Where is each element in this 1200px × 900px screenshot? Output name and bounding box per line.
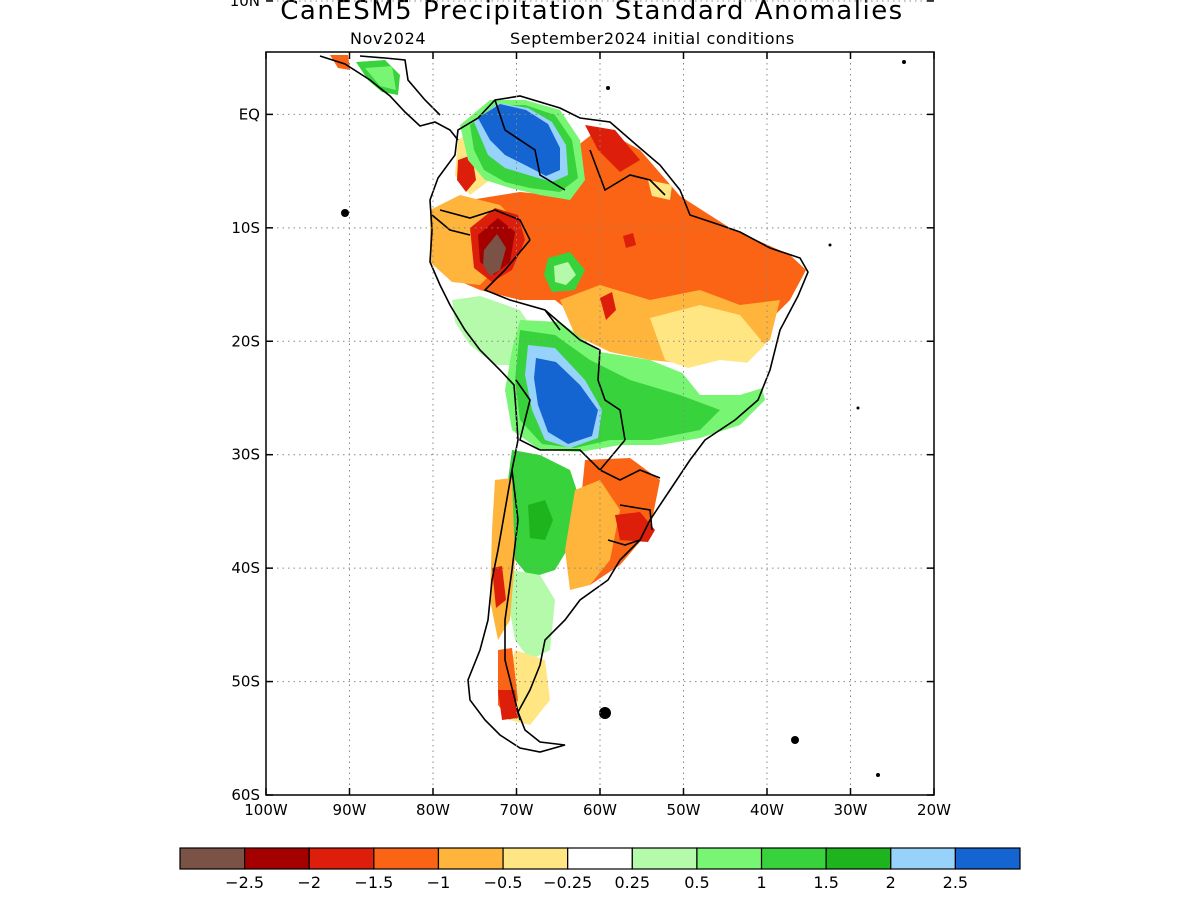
- colorbar-label: −1.5: [354, 873, 393, 892]
- border-bolivia-chile: [515, 379, 541, 451]
- lon-tick-label: 60W: [583, 801, 617, 819]
- galapagos-islands: [341, 209, 349, 217]
- forecast-month: Nov2024: [350, 29, 427, 48]
- colorbar-label: 2.5: [943, 873, 968, 892]
- south-america-coastline: [429, 95, 809, 753]
- border-brazil-bolivia: [544, 309, 626, 441]
- anomaly-darkgreen-argentina: [528, 500, 553, 540]
- anomaly-red-chile: [492, 566, 506, 608]
- anomaly-white-east: [680, 360, 772, 395]
- lon-tick-label: 30W: [834, 801, 868, 819]
- anomaly-field: [330, 55, 806, 725]
- colorbar-label: 1: [756, 873, 766, 892]
- border-colombia-peru: [439, 209, 531, 241]
- colorbar-swatch: [244, 847, 310, 870]
- lon-tick-label: 50W: [667, 801, 701, 819]
- anomaly-lightgreen-patagonia: [508, 570, 555, 660]
- colorbar-swatch: [760, 847, 827, 870]
- anomaly-red-colombia: [457, 155, 476, 192]
- colorbar-swatch: [825, 847, 892, 870]
- border-guianas: [589, 149, 666, 196]
- border-argentina-chile: [504, 469, 521, 721]
- border-uruguay: [619, 504, 653, 531]
- coastlines: [319, 55, 809, 753]
- lat-tick-label: 60S: [231, 786, 260, 804]
- lat-tick-label: 40S: [231, 559, 260, 577]
- colorbar-swatch: [890, 847, 956, 870]
- atlantic-islet: [902, 60, 906, 64]
- lon-tick-label: 80W: [416, 801, 450, 819]
- trindade-island: [856, 406, 860, 410]
- anomaly-red-amazon2: [623, 233, 636, 248]
- islands: [341, 60, 906, 777]
- anomaly-orange-north: [432, 128, 806, 345]
- lat-tick-label: 30S: [231, 446, 260, 464]
- colorbar-label: −0.25: [543, 873, 592, 892]
- anomaly-red-uruguay: [615, 512, 655, 542]
- anomaly-lightgreen-centralamerica: [365, 66, 396, 90]
- lon-tick-label: 70W: [500, 801, 534, 819]
- lon-tick-label: 90W: [333, 801, 367, 819]
- colorbar-label: 1.5: [813, 873, 838, 892]
- lon-tick-label: 40W: [750, 801, 784, 819]
- central-america-north-coast: [359, 55, 441, 116]
- colorbar-swatch: [954, 847, 1021, 870]
- colorbar-label: −2.5: [225, 873, 264, 892]
- colorbar-label: 2: [886, 873, 896, 892]
- colorbar-swatch: [567, 847, 633, 870]
- colorbar-swatch: [696, 847, 763, 870]
- border-ecuador: [431, 214, 471, 236]
- colorbar-label: −1: [427, 873, 451, 892]
- fernando-de-noronha: [828, 243, 832, 247]
- colorbar-swatch: [179, 847, 246, 870]
- colorbar-swatch: [502, 847, 569, 870]
- anomaly-red-patagonia: [498, 690, 518, 720]
- colorbar: −2.5 −2 −1.5 −1 −0.5 −0.25 0.25 0.5 1 1.5 2 2.5: [179, 847, 1021, 892]
- border-peru-brazil: [483, 239, 561, 331]
- anomaly-lightorange-uruguay: [565, 480, 620, 590]
- lon-tick-label: 100W: [244, 801, 288, 819]
- grid-lines: [266, 0, 934, 795]
- central-america-coastline: [319, 55, 459, 141]
- anomaly-red-amazon: [600, 292, 616, 320]
- initial-conditions: September2024 initial conditions: [510, 29, 795, 48]
- anomaly-yellow-east: [650, 305, 765, 372]
- colorbar-swatch: [373, 847, 440, 870]
- colorbar-swatch: [631, 847, 698, 870]
- colorbar-label: −0.5: [484, 873, 523, 892]
- border-argentina-brazil: [599, 469, 661, 481]
- border-colombia-venezuela: [494, 99, 566, 191]
- anomaly-red-venezuela: [585, 125, 640, 172]
- colorbar-label: 0.5: [684, 873, 709, 892]
- lat-tick-label: 10S: [231, 219, 260, 237]
- lat-tick-label: 50S: [231, 673, 260, 691]
- map-title: CanESM5 Precipitation Standard Anomalies: [280, 0, 904, 26]
- south-sandwich-islands: [876, 773, 880, 777]
- colorbar-label: 0.25: [614, 873, 650, 892]
- anomaly-blue-bolivia: [534, 358, 598, 444]
- colorbar-label: −2: [297, 873, 321, 892]
- colorbar-swatch: [308, 847, 375, 870]
- anomaly-lightgreen-amazon: [554, 262, 576, 285]
- anomaly-brown-peru: [483, 234, 506, 276]
- colorbar-swatch: [437, 847, 504, 870]
- rio-de-la-plata: [607, 539, 641, 546]
- lat-tick-label: 10N: [230, 0, 260, 10]
- lat-tick-label: 20S: [231, 332, 260, 350]
- lat-tick-label: EQ: [239, 105, 260, 123]
- trinidad-island: [606, 86, 610, 90]
- south-georgia: [791, 736, 799, 744]
- falkland-islands: [599, 707, 611, 719]
- lon-tick-label: 20W: [917, 801, 951, 819]
